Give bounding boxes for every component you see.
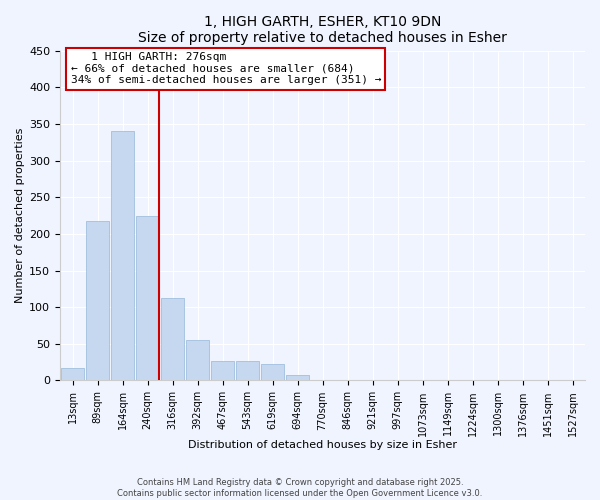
Bar [61, 368, 84, 380]
Bar [111, 131, 134, 380]
Bar [86, 220, 109, 380]
Bar [236, 362, 259, 380]
Text: Contains HM Land Registry data © Crown copyright and database right 2025.
Contai: Contains HM Land Registry data © Crown c… [118, 478, 482, 498]
Bar [161, 298, 184, 380]
Bar [286, 376, 309, 380]
Title: 1, HIGH GARTH, ESHER, KT10 9DN
Size of property relative to detached houses in E: 1, HIGH GARTH, ESHER, KT10 9DN Size of p… [138, 15, 507, 45]
Bar [261, 364, 284, 380]
Y-axis label: Number of detached properties: Number of detached properties [15, 128, 25, 303]
Bar [211, 360, 234, 380]
Bar [136, 216, 159, 380]
Bar [186, 340, 209, 380]
X-axis label: Distribution of detached houses by size in Esher: Distribution of detached houses by size … [188, 440, 457, 450]
Text: 1 HIGH GARTH: 276sqm
← 66% of detached houses are smaller (684)
34% of semi-deta: 1 HIGH GARTH: 276sqm ← 66% of detached h… [71, 52, 381, 86]
